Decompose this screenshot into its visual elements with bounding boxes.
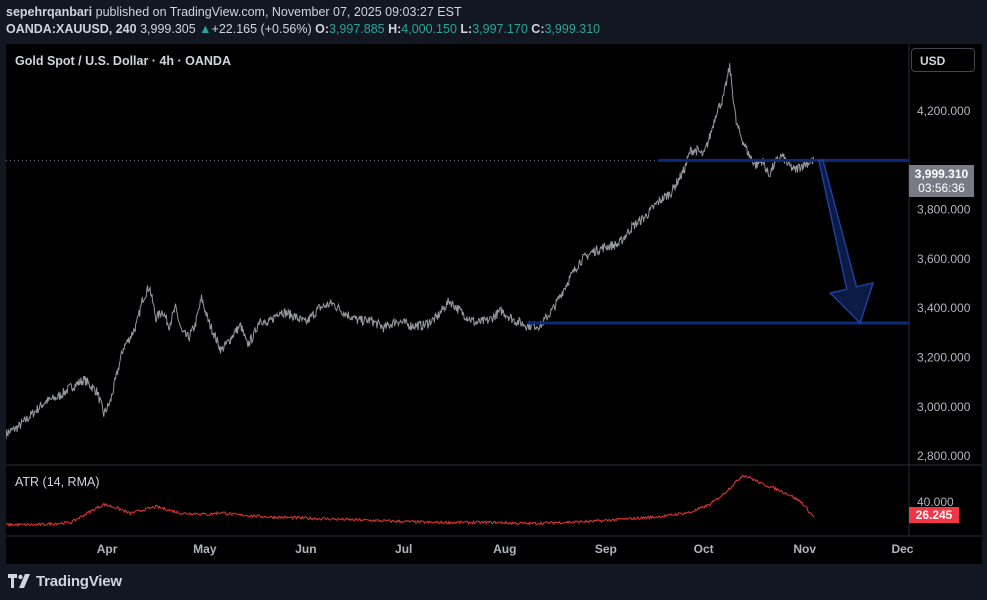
- projection-arrow: [818, 159, 875, 325]
- last-price-label: 3,999.310 03:56:36: [909, 165, 974, 197]
- time-tick-label: Dec: [891, 542, 913, 556]
- publish-line: sepehrqanbari published on TradingView.c…: [6, 4, 600, 21]
- high-value: 4,000.150: [401, 22, 457, 36]
- chart-title: Gold Spot / U.S. Dollar · 4h · OANDA: [15, 54, 231, 68]
- footer: TradingView: [8, 570, 122, 592]
- price-series-line: [6, 63, 815, 439]
- open-label: O:: [315, 22, 329, 36]
- price-tick-label: 3,400.000: [917, 301, 971, 315]
- atr-title: ATR (14, RMA): [15, 475, 100, 489]
- atr-series-line: [6, 474, 815, 528]
- price-tick-label: 3,800.000: [917, 203, 971, 217]
- low-value: 3,997.170: [472, 22, 528, 36]
- currency-button[interactable]: USD: [911, 48, 975, 72]
- last-price-value: 3,999.310: [914, 167, 969, 181]
- price-tick-label: 4,200.000: [917, 104, 971, 118]
- close-label: C:: [531, 22, 545, 36]
- time-tick-label: Sep: [595, 542, 617, 556]
- ohlc-line: OANDA:XAUUSD, 240 3,999.305 ▲+22.165 (+0…: [6, 21, 600, 38]
- symbol: OANDA:XAUUSD, 240: [6, 22, 137, 36]
- high-label: H:: [388, 22, 402, 36]
- price-tick-label: 2,800.000: [917, 449, 971, 463]
- low-label: L:: [460, 22, 473, 36]
- price-tick-label: 3,600.000: [917, 252, 971, 266]
- atr-tick-label: 40.000: [917, 495, 954, 509]
- last-price: 3,999.305: [140, 22, 196, 36]
- tradingview-logo-icon[interactable]: [8, 574, 32, 588]
- tradingview-brand[interactable]: TradingView: [36, 572, 122, 590]
- published-text: published on TradingView.com, November 0…: [95, 5, 462, 19]
- close-value: 3,999.310: [544, 22, 601, 36]
- open-value: 3,997.885: [329, 22, 385, 36]
- author[interactable]: sepehrqanbari: [6, 5, 93, 19]
- time-tick-label: Aug: [493, 542, 516, 556]
- time-tick-label: Apr: [97, 542, 118, 556]
- change: +22.165 (+0.56%): [211, 22, 312, 36]
- chart-frame[interactable]: 2,800.000 3,000.000 3,200.000 3,400.000 3,60…: [6, 44, 982, 564]
- bar-countdown: 03:56:36: [918, 181, 965, 195]
- price-tick-label: 3,000.000: [917, 400, 971, 414]
- time-tick-label: Jul: [395, 542, 412, 556]
- price-tick-label: 3,200.000: [917, 351, 971, 365]
- chart-svg[interactable]: 2,800.000 3,000.000 3,200.000 3,400.000 3,60…: [6, 44, 982, 564]
- time-tick-label: May: [193, 542, 217, 556]
- time-tick-label: Nov: [793, 542, 816, 556]
- change-arrow-icon: ▲: [199, 22, 212, 36]
- time-tick-label: Jun: [295, 542, 316, 556]
- time-tick-label: Oct: [694, 542, 714, 556]
- atr-value-label: 26.245: [909, 507, 959, 523]
- header: sepehrqanbari published on TradingView.c…: [6, 4, 600, 38]
